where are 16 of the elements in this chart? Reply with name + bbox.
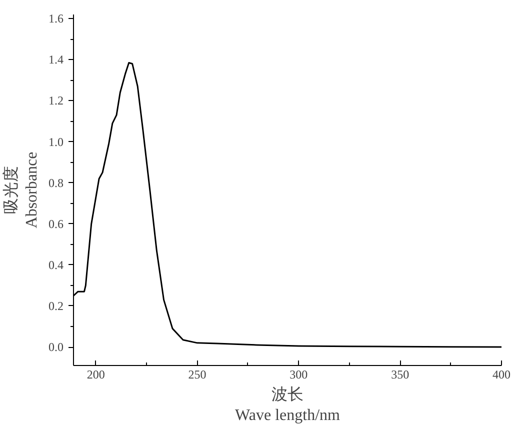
y-tick-label: 0.8 <box>48 176 64 190</box>
x-tick-label: 250 <box>188 368 206 382</box>
y-tick-label: 1.2 <box>48 94 64 108</box>
y-tick-label: 0.6 <box>48 216 64 231</box>
y-tick-label: 1.4 <box>48 52 64 67</box>
y-axis-title: 吸光度 Absorbance <box>2 152 40 228</box>
x-tick-label: 300 <box>290 368 308 382</box>
x-tick-label: 350 <box>391 368 410 382</box>
y-tick-label: 1.6 <box>48 12 64 26</box>
y-tick-label: 1.0 <box>48 134 64 149</box>
x-axis-title: 波长 Wave length/nm <box>235 386 341 424</box>
x-tick-label: 400 <box>492 368 510 382</box>
y-tick-label: 0.0 <box>48 340 64 354</box>
y-tick-label: 0.4 <box>48 258 64 272</box>
y-tick-label: 0.2 <box>48 298 64 313</box>
x-tick-label: 200 <box>86 368 105 382</box>
